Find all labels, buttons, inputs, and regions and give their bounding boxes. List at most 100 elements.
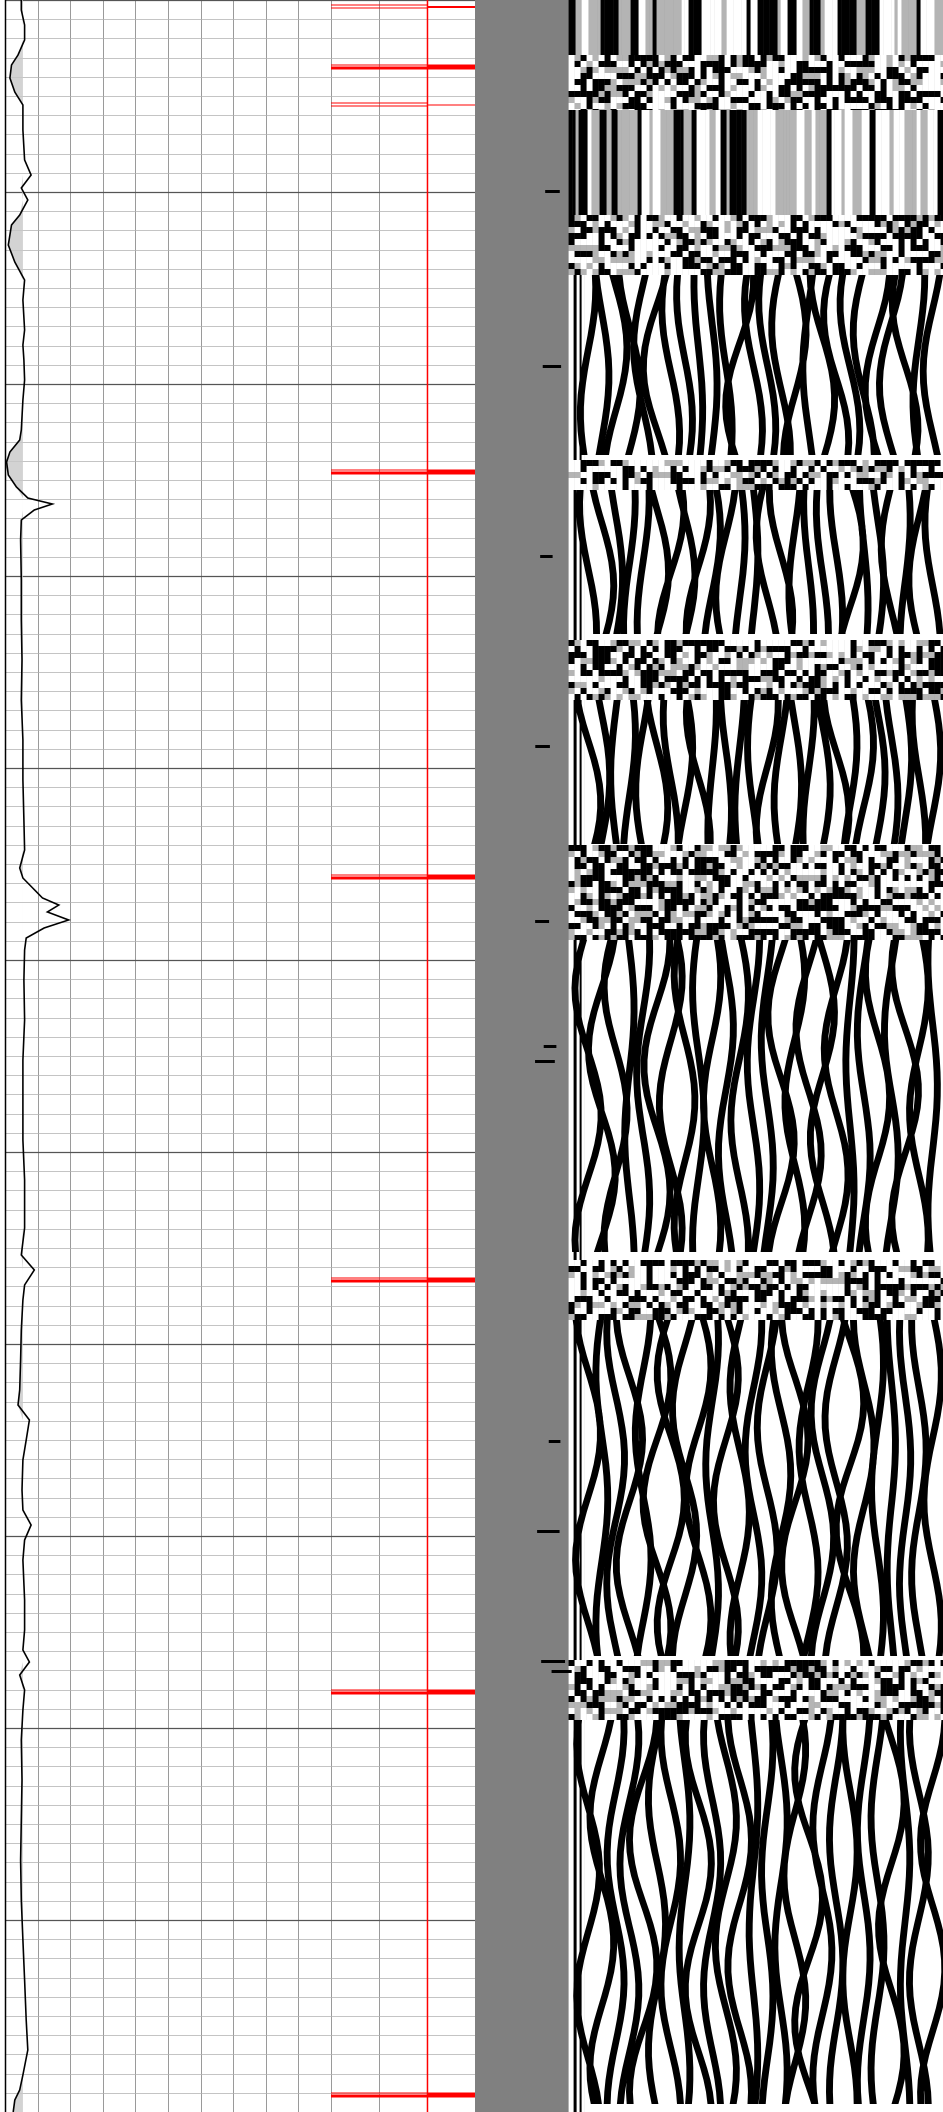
image-noise-cell [754, 1272, 761, 1278]
image-noise-cell [940, 109, 943, 110]
image-noise-cell [778, 1684, 785, 1690]
image-noise-cell [754, 61, 761, 67]
image-noise-cell [850, 917, 857, 923]
image-noise-cell [670, 239, 677, 245]
image-noise-cell [874, 472, 881, 478]
image-noise-cell [910, 875, 917, 881]
image-noise-cell [658, 109, 665, 110]
image-noise-cell [766, 1308, 773, 1314]
image-noise-cell [724, 1308, 731, 1314]
image-noise-cell [754, 55, 761, 61]
image-noise-cell [580, 109, 587, 110]
image-noise-cell [796, 227, 803, 233]
image-noise-cell [814, 233, 821, 239]
image-noise-cell [850, 935, 857, 940]
image-noise-cell [772, 472, 779, 478]
image-noise-cell [760, 1260, 767, 1266]
image-noise-cell [646, 923, 653, 929]
image-noise-cell [922, 1660, 929, 1666]
image-noise-cell [688, 1302, 695, 1308]
image-noise-cell [568, 103, 575, 109]
image-noise-cell [742, 1660, 749, 1666]
image-noise-cell [718, 917, 725, 923]
image-noise-cell [778, 478, 785, 484]
image-noise-cell [790, 109, 797, 110]
image-noise-cell [832, 887, 839, 893]
image-noise-cell [694, 269, 701, 275]
image-noise-cell [706, 676, 713, 682]
image-noise-cell [718, 652, 725, 658]
image-wave [716, 275, 736, 455]
image-noise-cell [904, 484, 911, 490]
image-noise-cell [856, 257, 863, 263]
image-noise-cell [592, 911, 599, 917]
image-noise-cell [598, 245, 605, 251]
image-noise-cell [568, 472, 575, 478]
image-noise-cell [784, 61, 791, 67]
image-noise-cell [814, 658, 821, 664]
image-noise-cell [868, 869, 875, 875]
image-wave [826, 490, 846, 634]
image-noise-cell [712, 61, 719, 67]
image-noise-cell [700, 73, 707, 79]
image-noise-cell [934, 640, 941, 646]
image-noise-cell [922, 929, 929, 935]
image-noise-cell [796, 215, 803, 221]
image-noise-cell [790, 239, 797, 245]
image-noise-cell [850, 845, 857, 851]
image-noise-cell [628, 73, 635, 79]
image-noise-cell [778, 97, 785, 103]
image-wave [658, 275, 683, 455]
image-noise-cell [778, 923, 785, 929]
image-noise-cell [856, 79, 863, 85]
image-noise-cell [646, 893, 653, 899]
image-noise-cell [604, 1266, 611, 1272]
image-noise-cell [778, 215, 785, 221]
image-noise-cell [808, 905, 815, 911]
image-noise-cell [856, 1696, 863, 1702]
image-noise-cell [832, 227, 839, 233]
image-noise-cell [820, 1672, 827, 1678]
image-noise-cell [892, 251, 899, 257]
image-noise-cell [814, 1666, 821, 1672]
image-noise-cell [820, 646, 827, 652]
image-noise-cell [652, 646, 659, 652]
image-noise-cell [658, 670, 665, 676]
image-noise-cell [772, 97, 779, 103]
image-noise-cell [856, 694, 863, 700]
image-noise-cell [736, 917, 743, 923]
image-noise-cell [610, 1678, 617, 1684]
image-noise-cell [592, 640, 599, 646]
image-noise-cell [640, 845, 647, 851]
image-noise-cell [826, 857, 833, 863]
image-noise-cell [814, 91, 821, 97]
image-noise-cell [658, 466, 665, 472]
image-noise-cell [838, 1260, 845, 1266]
image-noise-cell [694, 1284, 701, 1290]
image-noise-cell [670, 79, 677, 85]
image-noise-cell [850, 85, 857, 91]
image-stripe [920, 0, 927, 55]
image-noise-cell [778, 1284, 785, 1290]
image-noise-cell [676, 91, 683, 97]
image-noise-cell [622, 1666, 629, 1672]
image-noise-cell [622, 1266, 629, 1272]
image-noise-cell [736, 875, 743, 881]
image-noise-cell [742, 1302, 749, 1308]
image-noise-cell [760, 917, 767, 923]
image-noise-cell [796, 460, 803, 466]
image-noise-cell [934, 658, 941, 664]
image-noise-cell [640, 917, 647, 923]
image-noise-cell [700, 79, 707, 85]
image-wave [799, 275, 816, 455]
image-noise-cell [910, 929, 917, 935]
image-stripe [680, 110, 684, 215]
image-noise-cell [652, 215, 659, 221]
image-noise-cell [856, 869, 863, 875]
image-noise-cell [766, 91, 773, 97]
image-noise-cell [712, 845, 719, 851]
image-noise-cell [622, 460, 629, 466]
image-noise-cell [616, 923, 623, 929]
image-noise-cell [754, 257, 761, 263]
image-noise-cell [718, 1284, 725, 1290]
